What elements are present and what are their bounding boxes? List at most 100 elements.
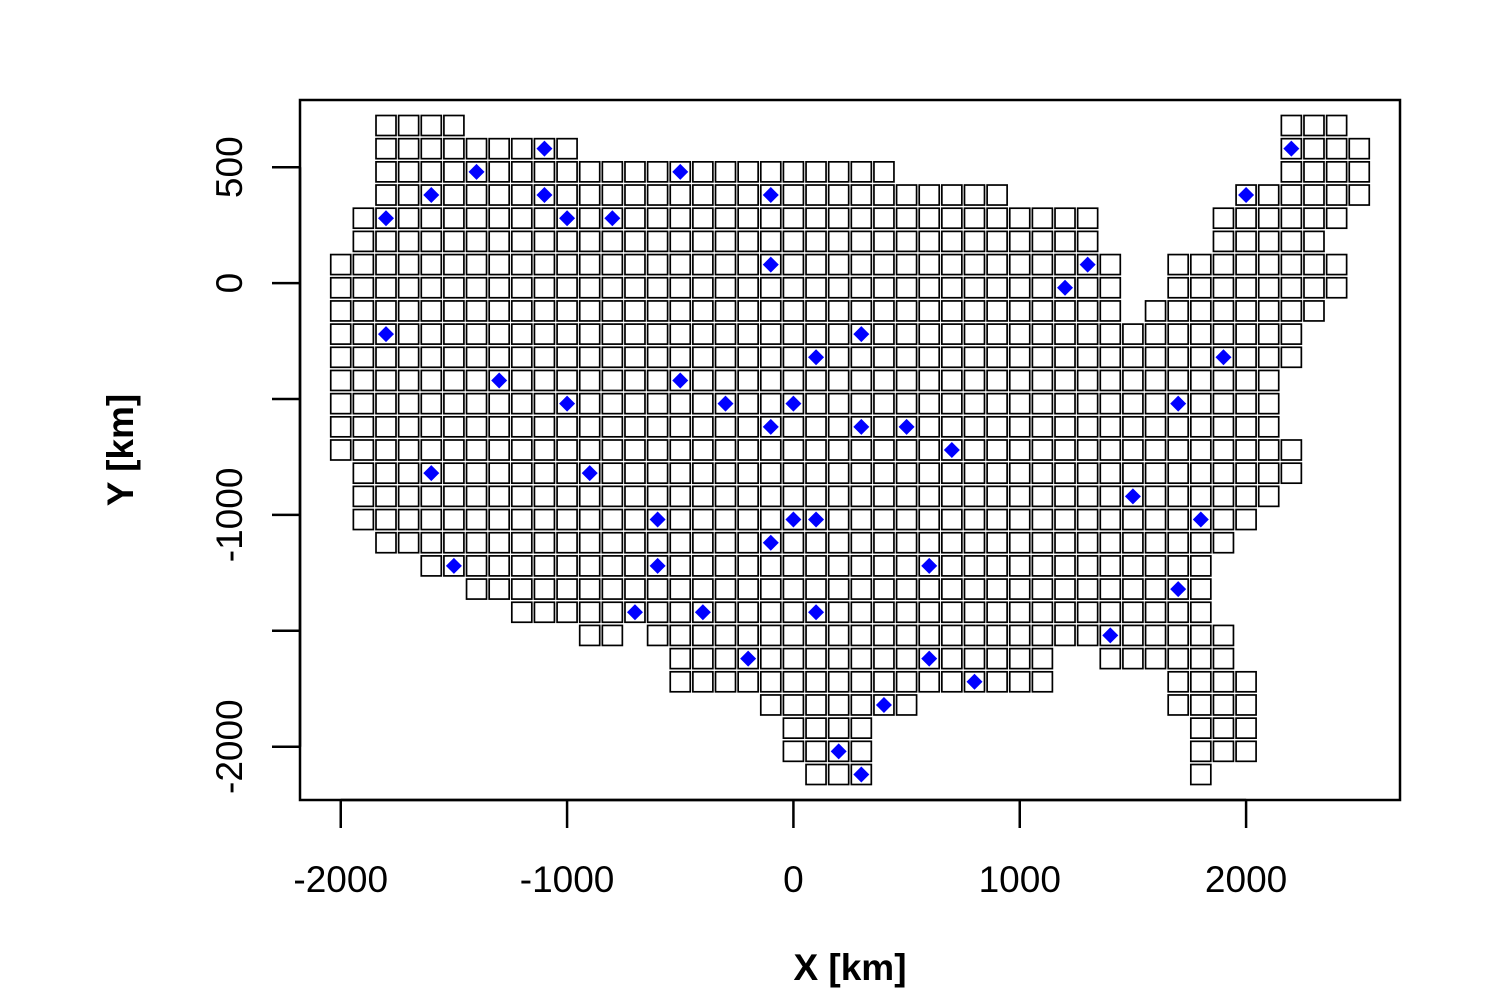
grid-cell [443,114,465,137]
grid-cell [1122,462,1144,485]
grid-cell [986,253,1008,276]
grid-cell [918,207,941,230]
grid-cell [510,462,533,485]
grid-cell [963,578,986,600]
grid-cell [601,462,624,485]
grid-cell [940,207,963,230]
grid-cell [352,346,375,369]
grid-cell [329,323,352,345]
site-marker [830,743,847,760]
grid-cell [465,323,488,345]
grid-cell [375,415,397,438]
grid-cell [963,392,986,415]
grid-cell [782,415,805,438]
grid-cell [1189,624,1212,647]
grid-cell [601,346,624,369]
grid-cell [1031,439,1054,461]
grid-cell [714,276,737,299]
grid-cell [669,276,692,299]
grid-cell [624,392,646,415]
grid-cell [465,392,488,415]
grid-cell [443,323,465,345]
site-marker [921,557,938,574]
grid-cell [646,207,669,230]
grid-cell [488,462,511,485]
grid-cell [1054,485,1076,508]
grid-cell [1031,369,1054,392]
grid-cell [1054,415,1076,438]
grid-cell [488,323,511,345]
grid-cell [465,415,488,438]
grid-cell [782,276,805,299]
grid-cell [986,485,1008,508]
grid-cell [1189,694,1212,716]
grid-cell [692,508,714,531]
grid-cell [1144,300,1167,322]
grid-cell [1144,323,1167,345]
grid-cell [397,439,420,461]
grid-cell [352,323,375,345]
grid-cell [737,624,760,647]
grid-cell [669,624,692,647]
grid-cell [1122,578,1144,600]
grid-cell [940,508,963,531]
site-marker [853,766,870,783]
grid-cell [692,485,714,508]
grid-cell [1076,508,1099,531]
grid-cell [895,207,918,230]
grid-cell [646,578,669,600]
grid-cell [465,531,488,554]
grid-cell [692,531,714,554]
grid-cell [782,439,805,461]
grid-cell [1303,114,1325,137]
grid-cell [556,485,578,508]
grid-cell [465,369,488,392]
grid-cell [669,439,692,461]
grid-cell [510,207,533,230]
grid-cell [805,369,827,392]
grid-cell [1280,276,1303,299]
grid-cell [1008,300,1031,322]
grid-cell [1099,323,1122,345]
grid-cell [805,624,827,647]
grid-cell [918,415,941,438]
grid-cell [533,462,556,485]
grid-cell [669,462,692,485]
grid-cell [329,415,352,438]
grid-cell [986,624,1008,647]
grid-cell [873,207,895,230]
grid-cell [1280,439,1303,461]
grid-cell [1031,415,1054,438]
grid-cell [352,485,375,508]
grid-cell [420,300,443,322]
grid-cell [533,230,556,253]
grid-cell [533,253,556,276]
grid-cell [918,300,941,322]
grid-cell [850,207,873,230]
grid-cell [1325,276,1348,299]
site-marker [785,511,802,528]
grid-cell [827,230,850,253]
grid-cell [895,601,918,624]
grid-cell [420,253,443,276]
grid-cell [827,670,850,693]
grid-cell [1054,531,1076,554]
grid-cell [510,300,533,322]
grid-cell [1325,207,1348,230]
grid-cell [918,578,941,600]
grid-cell [465,555,488,577]
grid-cell [827,694,850,716]
grid-cell [714,485,737,508]
grid-cell [850,439,873,461]
grid-cell [850,462,873,485]
grid-cell [1189,462,1212,485]
grid-cell [1054,508,1076,531]
grid-cell [1167,462,1190,485]
grid-cell [895,276,918,299]
site-marker [853,326,870,343]
grid-cell [1008,647,1031,670]
grid-cell [850,346,873,369]
grid-cell [646,601,669,624]
grid-cell [556,462,578,485]
grid-cell [1280,161,1303,183]
